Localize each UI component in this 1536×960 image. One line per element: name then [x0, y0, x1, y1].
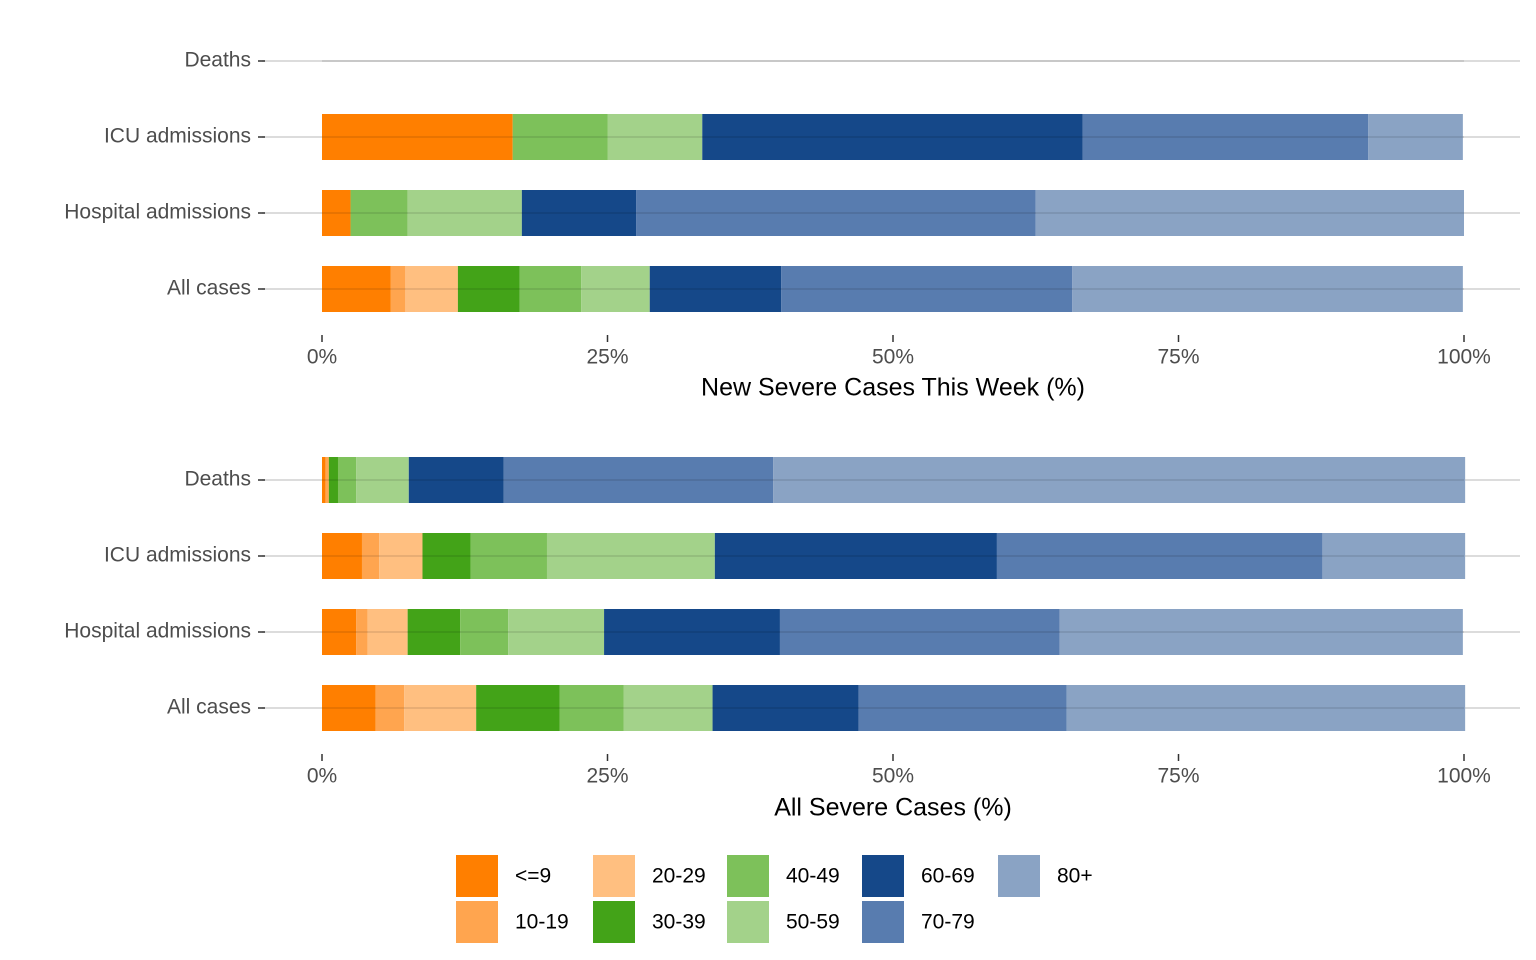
- bar-segment: 10-19: [390, 266, 406, 312]
- x-tick-label: 0%: [307, 765, 337, 788]
- bar-segment: 40-49: [519, 266, 582, 312]
- bar-segment: <=9: [322, 533, 362, 579]
- bar-segment: 50-59: [508, 609, 605, 655]
- category-label: All cases: [167, 696, 251, 719]
- x-axis-title: All Severe Cases (%): [774, 794, 1012, 822]
- legend-key: [456, 855, 498, 897]
- legend-label: 70-79: [921, 911, 975, 934]
- category-label: Hospital admissions: [64, 201, 251, 224]
- bar-segment: 70-79: [1082, 114, 1369, 160]
- bar-segment: 20-29: [405, 266, 458, 312]
- bar-segment: 50-59: [623, 685, 713, 731]
- x-tick-label: 50%: [872, 765, 914, 788]
- bar-segment: 80+: [1368, 114, 1463, 160]
- bar-segment: 10-19: [361, 533, 380, 579]
- bar-segment: 80+: [1066, 685, 1466, 731]
- bar-segment: 60-69: [604, 609, 780, 655]
- bar-segment: 70-79: [779, 609, 1060, 655]
- legend-key: [862, 855, 904, 897]
- bar-segment: 50-59: [546, 533, 715, 579]
- bar-segment: 20-29: [367, 609, 408, 655]
- legend-label: 30-39: [652, 911, 706, 934]
- legend-key: [727, 901, 769, 943]
- legend-key: [998, 855, 1040, 897]
- bar-segment: <=9: [322, 114, 513, 160]
- bar-segment: 60-69: [702, 114, 1083, 160]
- x-tick-label: 0%: [307, 346, 337, 369]
- bar-segment: 60-69: [712, 685, 859, 731]
- x-tick-label: 75%: [1157, 765, 1199, 788]
- bar-segment: 40-49: [559, 685, 624, 731]
- legend-key: [862, 901, 904, 943]
- legend-label: 20-29: [652, 865, 706, 888]
- x-tick-label: 75%: [1157, 346, 1199, 369]
- bar-segment: 80+: [1072, 266, 1463, 312]
- category-label: ICU admissions: [104, 544, 251, 567]
- bar-segment: 70-79: [996, 533, 1323, 579]
- category-label: All cases: [167, 277, 251, 300]
- bar-segment: 30-39: [328, 457, 338, 503]
- bar-segment: 80+: [773, 457, 1466, 503]
- legend-label: 40-49: [786, 865, 840, 888]
- bar-segment: 10-19: [325, 457, 329, 503]
- bar-segment: <=9: [322, 190, 351, 236]
- bar-segment: <=9: [322, 609, 357, 655]
- bar-segment: 40-49: [470, 533, 547, 579]
- category-label: ICU admissions: [104, 125, 251, 148]
- category-label: Deaths: [184, 468, 251, 491]
- bar-segment: 70-79: [636, 190, 1036, 236]
- x-tick-label: 25%: [586, 346, 628, 369]
- x-tick-label: 100%: [1437, 346, 1491, 369]
- x-tick-label: 25%: [586, 765, 628, 788]
- bar-segment: 70-79: [858, 685, 1067, 731]
- x-tick-label: 100%: [1437, 765, 1491, 788]
- legend-label: <=9: [515, 865, 551, 888]
- bar-segment: 10-19: [375, 685, 405, 731]
- bar-segment: <=9: [322, 457, 326, 503]
- bar-segment: 50-59: [407, 190, 522, 236]
- bar-segment: 60-69: [408, 457, 504, 503]
- bar-segment: 30-39: [422, 533, 471, 579]
- bar-segment: <=9: [322, 266, 391, 312]
- bar-segment: 70-79: [503, 457, 774, 503]
- bar-segment: 30-39: [476, 685, 560, 731]
- category-label: Hospital admissions: [64, 620, 251, 643]
- legend-key: [593, 901, 635, 943]
- bar-segment: 70-79: [781, 266, 1073, 312]
- bar-segment: 40-49: [337, 457, 357, 503]
- legend-label: 10-19: [515, 911, 569, 934]
- legend-key: [727, 855, 769, 897]
- bar-segment: 40-49: [350, 190, 408, 236]
- bar-segment: 50-59: [356, 457, 409, 503]
- bar-segment: 40-49: [512, 114, 608, 160]
- legend-key: [456, 901, 498, 943]
- bar-segment: 30-39: [457, 266, 520, 312]
- bar-segment: 60-69: [521, 190, 637, 236]
- bar-segment: 80+: [1059, 609, 1463, 655]
- bar-segment: 50-59: [607, 114, 703, 160]
- bar-segment: 60-69: [714, 533, 997, 579]
- bar-segment: 60-69: [649, 266, 782, 312]
- legend-key: [593, 855, 635, 897]
- bar-segment: 20-29: [404, 685, 477, 731]
- bar-segment: 40-49: [460, 609, 509, 655]
- x-axis-title: New Severe Cases This Week (%): [701, 374, 1085, 402]
- bar-segment: <=9: [322, 685, 376, 731]
- bar-segment: 10-19: [356, 609, 368, 655]
- category-label: Deaths: [184, 49, 251, 72]
- bar-segment: 80+: [1322, 533, 1466, 579]
- legend-label: 60-69: [921, 865, 975, 888]
- legend-label: 80+: [1057, 865, 1093, 888]
- legend-label: 50-59: [786, 911, 840, 934]
- bar-segment: 30-39: [407, 609, 461, 655]
- bar-segment: 80+: [1035, 190, 1464, 236]
- bar-segment: 20-29: [379, 533, 423, 579]
- bar-segment: 50-59: [581, 266, 650, 312]
- x-tick-label: 50%: [872, 346, 914, 369]
